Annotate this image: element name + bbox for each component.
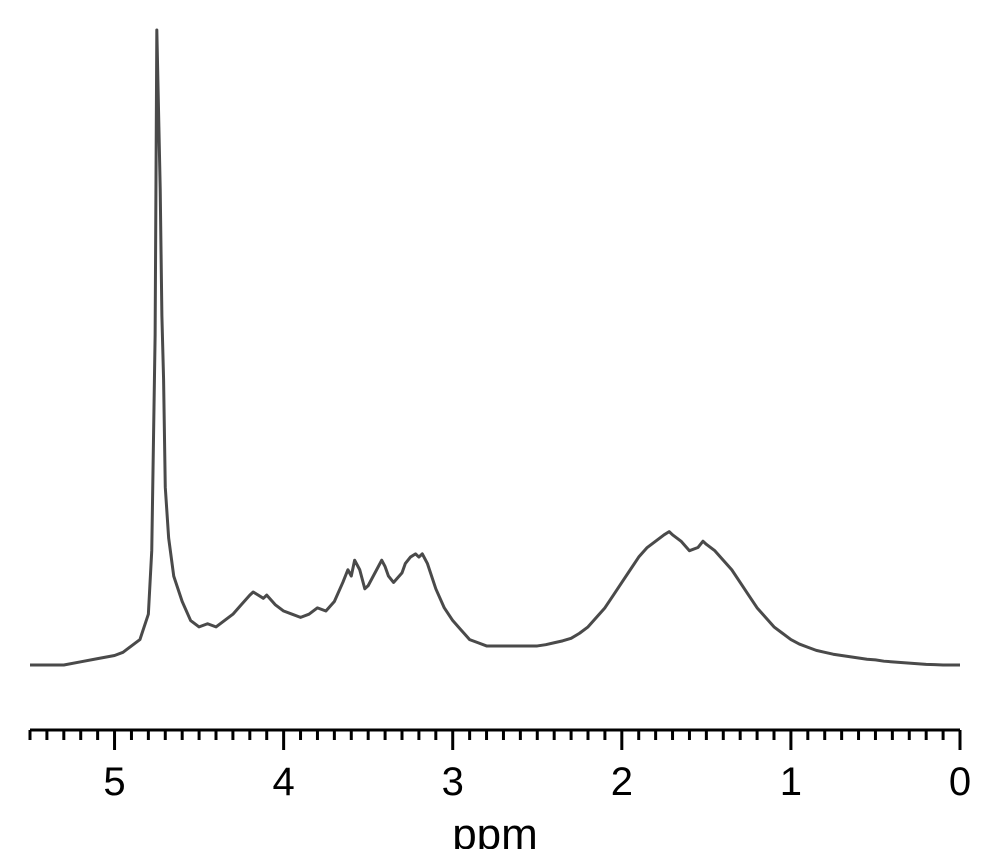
x-tick-label: 5 [103,760,125,804]
spectrum-svg: 5 4 3 2 1 0 ppm [0,0,990,849]
x-tick-label: 4 [273,760,295,804]
x-tick-label: 0 [949,760,971,804]
x-axis-title: ppm [452,810,538,849]
spectrum-trace [30,30,960,665]
x-tick-label: 1 [780,760,802,804]
x-tick-label: 2 [611,760,633,804]
x-tick-label: 3 [442,760,464,804]
nmr-spectrum-chart: 5 4 3 2 1 0 ppm [0,0,990,849]
